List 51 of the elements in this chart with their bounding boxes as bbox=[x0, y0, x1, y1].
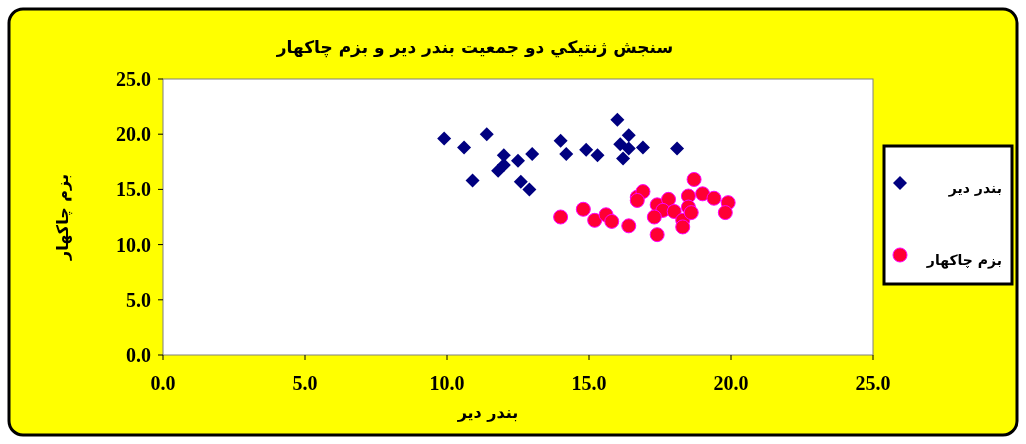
point bbox=[613, 137, 628, 152]
point bbox=[666, 203, 682, 219]
legend-label: بزم چاكهار bbox=[925, 252, 1002, 269]
x-axis-title: بندر دير bbox=[456, 403, 519, 422]
point bbox=[646, 209, 662, 225]
point bbox=[559, 147, 574, 162]
point bbox=[686, 171, 702, 187]
point bbox=[706, 190, 722, 206]
point bbox=[675, 219, 691, 235]
point bbox=[587, 212, 603, 228]
point bbox=[604, 213, 620, 229]
text: بندر دير bbox=[947, 180, 1002, 197]
point bbox=[437, 131, 452, 146]
y-tick-label: 10.0 bbox=[116, 233, 151, 256]
y-axis-title: بزم چاكهار bbox=[53, 174, 73, 261]
point bbox=[670, 141, 685, 156]
x-tick-label: 10.0 bbox=[429, 372, 465, 394]
point bbox=[717, 205, 733, 221]
point bbox=[496, 148, 511, 163]
y-tick-label: 0.0 bbox=[126, 344, 151, 366]
point bbox=[683, 205, 699, 221]
point bbox=[491, 163, 506, 178]
x-tick-label: 0.0 bbox=[150, 372, 176, 394]
point bbox=[610, 112, 625, 127]
point bbox=[465, 173, 480, 188]
y-tick-label: 25.0 bbox=[116, 68, 151, 90]
point bbox=[635, 140, 650, 155]
point bbox=[579, 142, 594, 157]
point bbox=[553, 209, 569, 225]
point bbox=[649, 227, 665, 243]
point bbox=[525, 147, 540, 162]
x-tick-label: 5.0 bbox=[292, 372, 318, 394]
y-tick-label: 15.0 bbox=[116, 178, 151, 201]
x-tick-label: 20.0 bbox=[713, 372, 749, 394]
point bbox=[621, 218, 637, 234]
point bbox=[616, 151, 631, 166]
point bbox=[457, 140, 472, 155]
y-tick-label: 20.0 bbox=[116, 123, 151, 146]
point bbox=[553, 133, 568, 148]
point bbox=[513, 174, 528, 189]
point bbox=[511, 153, 525, 168]
point bbox=[621, 141, 636, 156]
point bbox=[522, 182, 537, 197]
x-tick-label: 15.0 bbox=[571, 372, 607, 394]
point bbox=[575, 201, 591, 217]
point bbox=[621, 128, 636, 143]
x-tick-label: 25.0 bbox=[855, 372, 891, 394]
y-tick-label: 5.0 bbox=[126, 288, 151, 311]
point bbox=[479, 127, 494, 142]
point bbox=[590, 148, 605, 163]
chart-title: سنجش ژنتيكي دو جمعيت بندر دير و بزم چاكهار bbox=[275, 37, 674, 58]
